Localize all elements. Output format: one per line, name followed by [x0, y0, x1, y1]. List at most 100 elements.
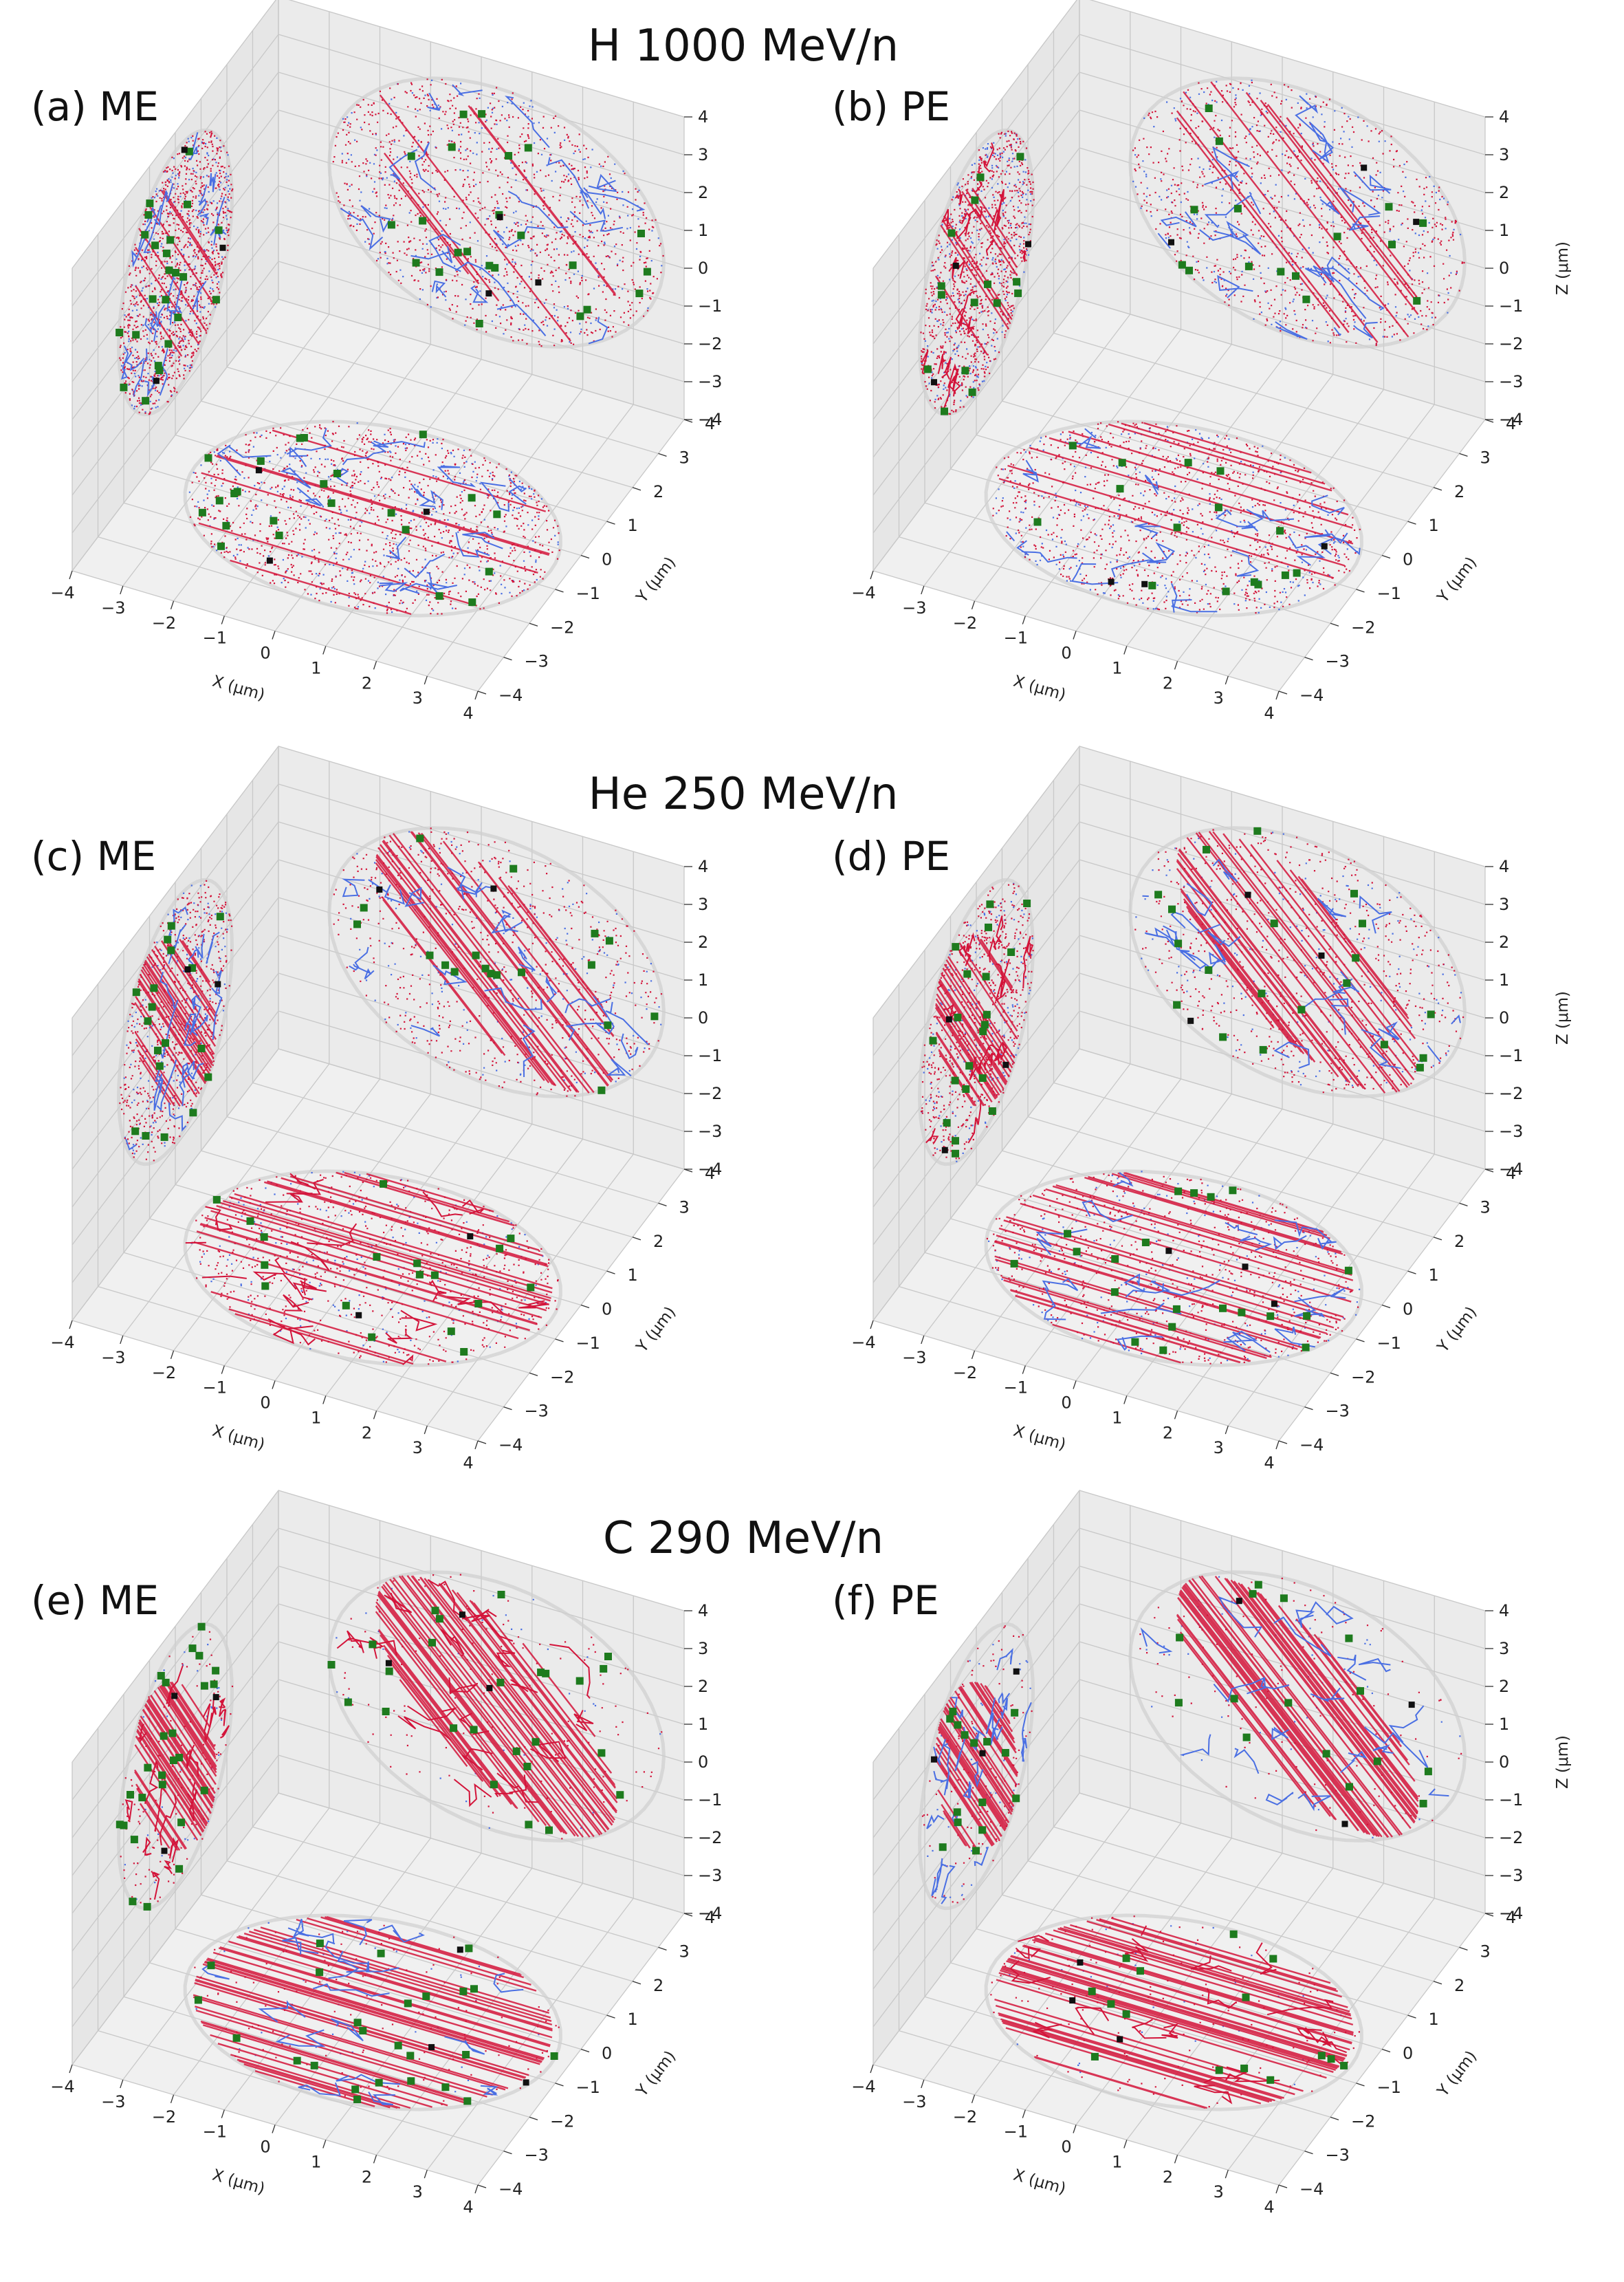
- green-marker: [174, 314, 182, 321]
- black-marker: [423, 508, 430, 515]
- black-marker: [212, 1694, 219, 1701]
- green-marker: [394, 2041, 402, 2050]
- y-tick-label: −2: [1351, 1367, 1375, 1387]
- green-marker: [441, 2083, 450, 2091]
- green-marker: [1419, 1054, 1427, 1062]
- y-tick-mark: [477, 691, 487, 695]
- green-marker: [986, 900, 994, 909]
- y-axis-label: Y (μm): [1434, 2047, 1480, 2100]
- x-tick-mark: [1022, 616, 1026, 624]
- green-marker: [531, 1738, 540, 1746]
- green-marker: [215, 226, 223, 235]
- y-tick-label: 3: [1480, 1197, 1491, 1217]
- y-tick-mark: [1330, 2116, 1339, 2120]
- x-tick-mark: [221, 616, 225, 624]
- green-marker: [505, 152, 513, 160]
- green-marker: [353, 2019, 362, 2027]
- green-marker: [1266, 2076, 1275, 2084]
- secondary-tracks: [185, 1173, 549, 1366]
- grid-line: [873, 0, 1078, 269]
- green-marker: [1141, 1239, 1150, 1246]
- green-marker: [962, 1085, 970, 1093]
- x-tick-label: −4: [851, 583, 875, 602]
- x-tick-label: 3: [413, 688, 423, 708]
- grid-line: [278, 897, 685, 1019]
- green-marker: [485, 261, 494, 270]
- green-marker: [1233, 204, 1242, 213]
- y-tick-label: −4: [498, 2180, 523, 2199]
- grid-line: [278, 783, 685, 905]
- blue-points: [1132, 79, 1462, 345]
- black-marker: [535, 279, 542, 286]
- black-marker: [1168, 239, 1174, 246]
- grid-line: [1079, 1603, 1486, 1725]
- y-tick-label: 4: [705, 1164, 715, 1183]
- secondary-tracks: [1140, 1596, 1449, 1812]
- green-marker: [380, 1180, 387, 1188]
- black-marker: [1187, 1017, 1194, 1024]
- y-tick-mark: [1381, 554, 1391, 559]
- green-marker: [971, 196, 979, 204]
- green-marker: [470, 1726, 478, 1734]
- green-marker: [435, 268, 443, 276]
- green-marker: [197, 1045, 206, 1052]
- panel-label: (f) PE: [832, 1577, 939, 1624]
- x-tick-mark: [921, 585, 925, 595]
- green-marker: [968, 388, 976, 396]
- x-tick-mark: [474, 1440, 479, 1450]
- x-tick-mark: [221, 2109, 225, 2118]
- panel-label: (e) ME: [31, 1577, 159, 1624]
- x-tick-mark: [170, 2094, 175, 2104]
- nucleus-floor: [183, 1913, 562, 2111]
- green-marker: [1122, 2010, 1130, 2018]
- z-tick-label: 2: [698, 183, 708, 202]
- x-tick-mark: [120, 1335, 124, 1345]
- green-marker: [1012, 1794, 1020, 1803]
- grid-line: [278, 34, 685, 155]
- y-tick-label: −1: [1377, 1334, 1401, 1353]
- primary-tracks: [1176, 831, 1419, 1094]
- green-marker: [993, 299, 1001, 307]
- x-tick-mark: [69, 2064, 73, 2074]
- green-marker: [604, 1021, 612, 1030]
- x-tick-mark: [971, 1350, 976, 1360]
- green-marker: [1016, 153, 1024, 161]
- x-tick-mark: [69, 1320, 73, 1329]
- red-points: [992, 421, 1361, 614]
- green-marker: [162, 1039, 169, 1047]
- green-marker: [261, 1261, 269, 1269]
- y-tick-mark: [580, 2048, 590, 2053]
- y-tick-mark: [683, 1913, 693, 1917]
- y-tick-mark: [1278, 2184, 1288, 2188]
- nucleus-floor: [984, 1913, 1363, 2111]
- z-tick-label: −1: [1499, 1046, 1523, 1065]
- green-marker: [583, 305, 591, 314]
- blue-points: [341, 79, 663, 343]
- grid-line: [1079, 1792, 1486, 1914]
- y-tick-label: 1: [628, 2010, 638, 2029]
- y-tick-label: 3: [1480, 448, 1491, 467]
- green-marker: [151, 241, 160, 250]
- x-tick-mark: [870, 2064, 874, 2074]
- x-tick-label: 4: [463, 2197, 473, 2217]
- panel-1-0: −4−4−4−3−3−3−2 −2−2−1−1−1000111222333444X…: [832, 0, 1572, 723]
- y-tick-label: 3: [1480, 1942, 1491, 1961]
- green-marker: [459, 1987, 468, 1995]
- black-marker: [1321, 543, 1328, 550]
- green-marker: [1205, 105, 1213, 112]
- green-marker: [149, 295, 157, 303]
- z-tick-label: −3: [1499, 372, 1523, 391]
- z-tick-label: −1: [1499, 1790, 1523, 1810]
- z-tick-label: 2: [1499, 183, 1509, 202]
- z-axis-label: Z (μm): [1554, 991, 1572, 1045]
- y-tick-mark: [1407, 2014, 1416, 2019]
- green-marker: [377, 1949, 385, 1957]
- green-marker: [1284, 1699, 1293, 1707]
- x-tick-label: −2: [953, 1363, 977, 1382]
- green-marker: [1178, 261, 1186, 269]
- green-marker: [327, 499, 336, 508]
- green-marker: [497, 1591, 505, 1598]
- green-marker: [212, 1195, 221, 1204]
- green-marker: [154, 1046, 162, 1054]
- green-marker: [435, 1615, 443, 1623]
